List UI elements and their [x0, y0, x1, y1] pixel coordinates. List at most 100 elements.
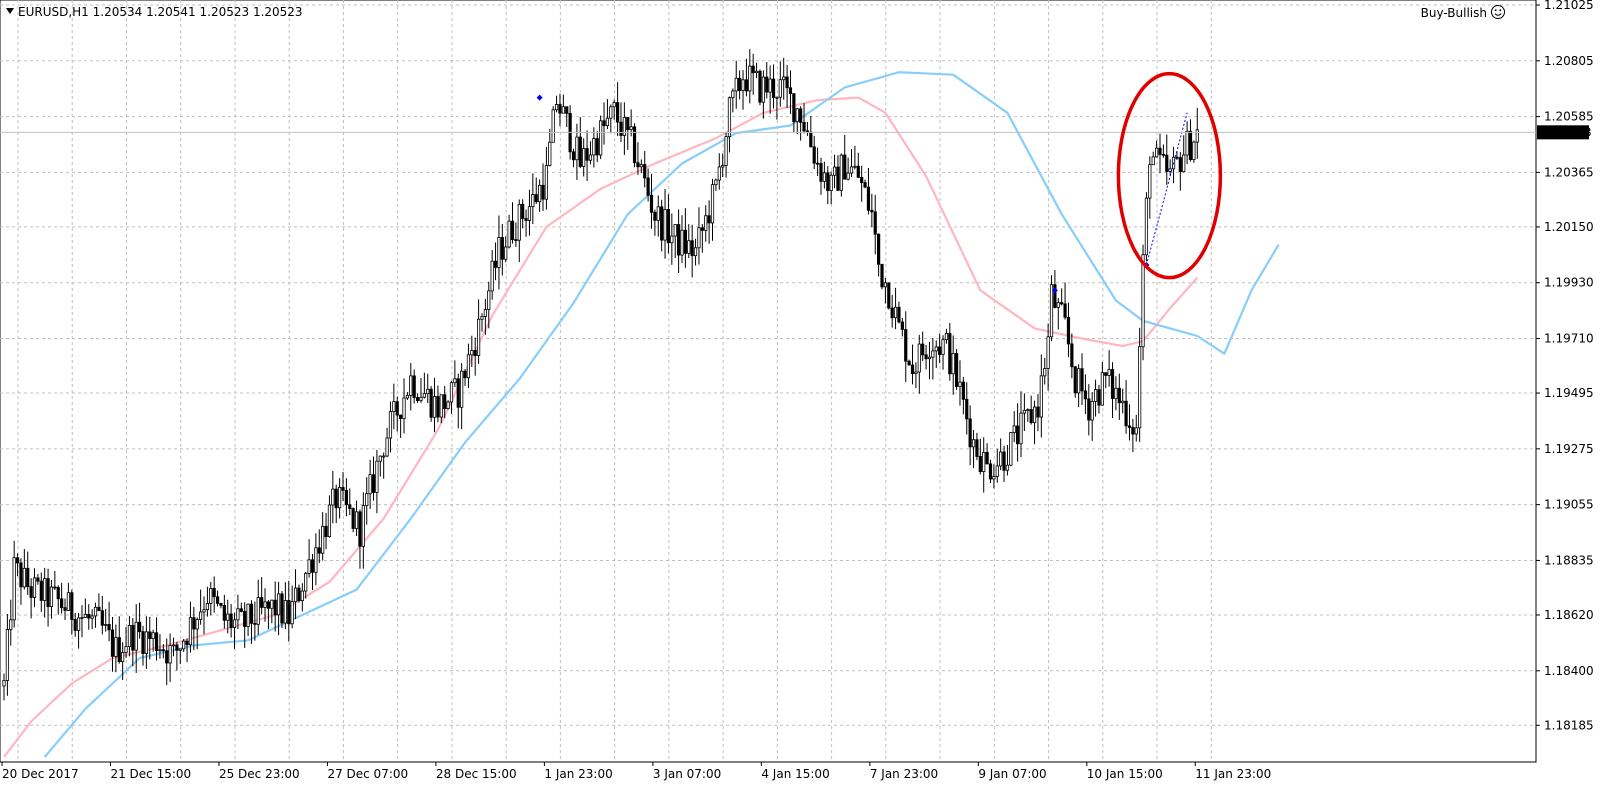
- candle-body: [948, 333, 952, 375]
- candle-body: [293, 587, 298, 603]
- candle-body: [354, 511, 359, 529]
- candle-body: [632, 126, 637, 164]
- candle-body: [629, 126, 633, 130]
- candle-body: [670, 235, 674, 244]
- candle-body: [1016, 425, 1020, 445]
- x-tick-label: 28 Dec 15:00: [436, 767, 517, 781]
- candle-body: [1060, 302, 1064, 305]
- candle-body: [83, 613, 87, 618]
- candle-body: [73, 619, 77, 631]
- candle-body: [687, 240, 691, 254]
- y-tick-label: 1.18620: [1544, 608, 1594, 622]
- candle-body: [877, 233, 881, 265]
- candle-body: [199, 611, 203, 620]
- candle-body: [534, 194, 538, 203]
- y-tick-label: 1.19055: [1544, 498, 1594, 512]
- candle-body: [1141, 254, 1145, 348]
- x-tick-label: 11 Jan 23:00: [1195, 767, 1271, 781]
- candle-body: [605, 117, 610, 127]
- candle-body: [280, 593, 284, 624]
- candle-body: [914, 371, 918, 375]
- candle-body: [429, 388, 433, 418]
- candle-body: [1039, 375, 1043, 418]
- indicator-label: Buy-Bullish: [1421, 6, 1487, 20]
- price-axis[interactable]: 1.21025 1.20805 1.20585 1.20365 1.20150 1.199…: [1536, 0, 1594, 732]
- time-axis[interactable]: 20 Dec 2017 21 Dec 15:00 25 Dec 23:00 27 De…: [1, 762, 1271, 781]
- candle-body: [1063, 303, 1067, 318]
- candle-body: [110, 629, 115, 657]
- candle-body: [1053, 284, 1057, 308]
- candle-body: [76, 617, 81, 631]
- candle-body: [100, 610, 104, 626]
- candle-body: [314, 547, 318, 573]
- x-tick-label: 3 Jan 07:00: [653, 767, 721, 781]
- candle-body: [117, 637, 121, 663]
- candle-body: [897, 306, 901, 323]
- x-tick-label: 21 Dec 15:00: [110, 767, 191, 781]
- candle-body: [185, 640, 189, 646]
- candle-body: [60, 598, 64, 609]
- candle-body: [622, 117, 626, 136]
- candle-body: [1134, 427, 1138, 435]
- candle-body: [483, 309, 487, 317]
- signal-marker: [536, 94, 543, 101]
- triangle-down-icon[interactable]: [6, 8, 14, 14]
- candle-body: [968, 418, 972, 448]
- candle-body: [615, 102, 620, 123]
- y-tick-label: 1.19495: [1544, 386, 1594, 400]
- candle-body: [1144, 197, 1149, 256]
- y-tick-label: 1.19275: [1544, 442, 1594, 456]
- candle-body: [334, 488, 338, 509]
- candle-body: [816, 162, 820, 165]
- candle-body: [182, 640, 186, 650]
- candle-body: [487, 290, 491, 310]
- candle-body: [1022, 409, 1026, 414]
- x-tick-label: 10 Jan 15:00: [1087, 767, 1163, 781]
- candle-body: [643, 164, 647, 179]
- candle-body: [778, 79, 782, 98]
- candle-body: [873, 211, 877, 235]
- candle-body: [554, 104, 559, 111]
- candle-body: [982, 451, 986, 472]
- candle-body: [1083, 390, 1088, 400]
- candle-body: [426, 388, 430, 395]
- candle-body: [344, 489, 348, 506]
- candle-body: [988, 463, 993, 480]
- candle-body: [771, 78, 776, 98]
- candle-body: [493, 260, 498, 268]
- candles: [2, 49, 1199, 701]
- candle-body: [1185, 130, 1189, 156]
- y-tick-label: 1.19930: [1544, 276, 1594, 290]
- candle-body: [1158, 147, 1162, 155]
- candle-body: [826, 172, 830, 191]
- candle-body: [409, 375, 413, 396]
- y-tick-label: 1.18835: [1544, 553, 1594, 567]
- plot-area[interactable]: [0, 0, 1537, 763]
- candle-body: [1005, 464, 1010, 471]
- candle-body: [1168, 168, 1172, 172]
- candle-body: [585, 148, 589, 161]
- candle-body: [849, 166, 854, 174]
- candle-body: [860, 176, 864, 184]
- candle-body: [636, 162, 640, 168]
- candle-body: [1073, 366, 1077, 394]
- candle-body: [195, 619, 199, 630]
- y-tick-label: 1.21025: [1544, 0, 1594, 12]
- candle-body: [388, 411, 393, 439]
- candle-body: [361, 505, 365, 547]
- candle-body: [1127, 425, 1132, 428]
- candle-body: [738, 77, 742, 92]
- candle-body: [304, 572, 308, 592]
- candle-body: [504, 246, 508, 260]
- candle-body: [46, 578, 50, 608]
- candle-body: [839, 154, 843, 191]
- candle-body: [432, 396, 437, 418]
- candle-body: [446, 401, 450, 409]
- candle-body: [978, 456, 982, 472]
- candle-body: [592, 138, 596, 156]
- candle-body: [795, 108, 799, 123]
- candle-body: [405, 395, 410, 399]
- candle-body: [158, 649, 162, 652]
